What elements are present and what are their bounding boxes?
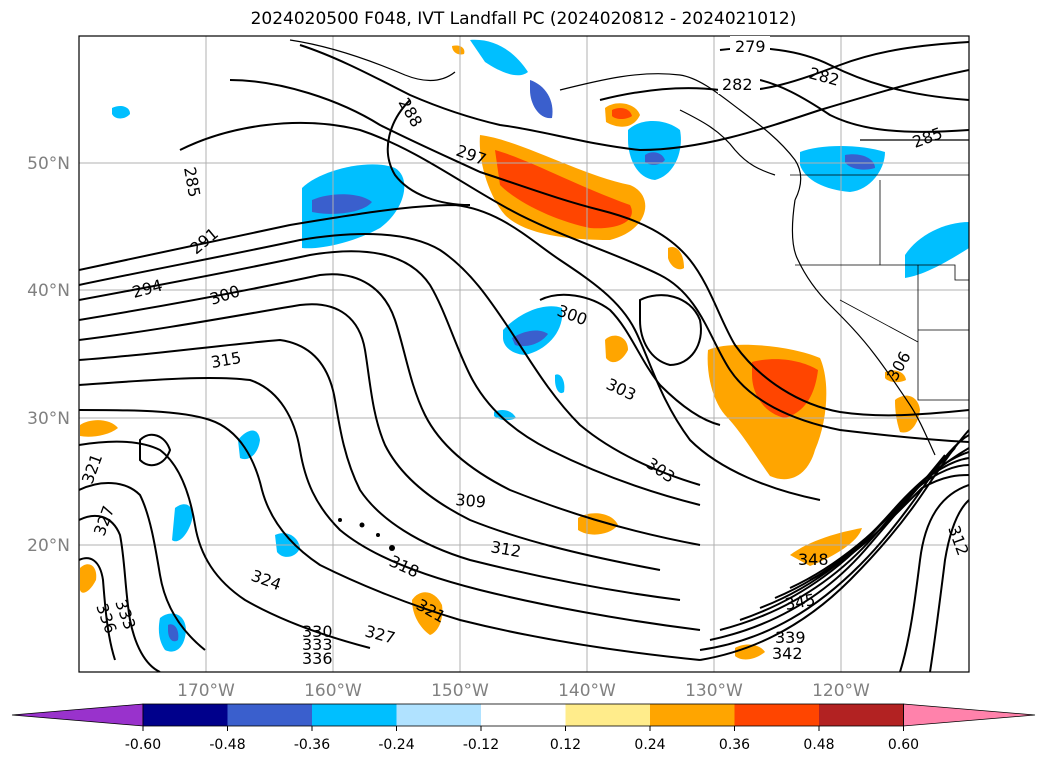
colorbar-tick-label: 0.60 (888, 737, 919, 753)
contour-label: 279 (735, 37, 766, 56)
colorbar-segment (819, 704, 904, 726)
lat-label: 30°N (27, 409, 70, 429)
colorbar-tick-label: 0.48 (803, 737, 834, 753)
lon-label: 170°W (177, 681, 235, 701)
colorbar: -0.60 -0.48 -0.36 -0.24 -0.12 0.12 0.24 0.36 0.4… (11, 703, 1036, 753)
lon-label: 140°W (558, 681, 616, 701)
colorbar-tick-label: -0.48 (209, 737, 245, 753)
contour-label: 339 (775, 628, 806, 647)
contour-label: 336 (302, 649, 333, 668)
colorbar-segment (481, 704, 566, 726)
map-title: 2024020500 F048, IVT Landfall PC (202402… (250, 9, 797, 29)
colorbar-tick-label: -0.12 (463, 737, 499, 753)
lat-label: 50°N (27, 154, 70, 174)
contour-label: 309 (455, 490, 487, 512)
negative-anomaly-shading (112, 39, 969, 652)
colorbar-tick-label: -0.24 (378, 737, 414, 753)
contour-label: 282 (722, 75, 753, 94)
lon-label: 130°W (685, 681, 743, 701)
political-borders (790, 174, 969, 401)
lat-label: 20°N (27, 536, 70, 556)
ivt-contours (79, 41, 969, 672)
colorbar-segment (565, 704, 651, 726)
lon-label: 150°W (431, 681, 489, 701)
lon-label: 120°W (812, 681, 870, 701)
coastlines (289, 39, 969, 456)
colorbar-tick-label: 0.12 (550, 737, 581, 753)
contour-label: 342 (772, 644, 803, 663)
colorbar-segment (227, 704, 313, 726)
latitude-labels: 50°N 40°N 30°N 20°N (27, 154, 70, 556)
colorbar-segment (734, 704, 820, 726)
graticule (79, 36, 969, 672)
colorbar-extend-high (903, 703, 1036, 727)
colorbar-segment (312, 704, 397, 726)
longitude-labels: 170°W 160°W 150°W 140°W 130°W 120°W (177, 681, 870, 701)
colorbar-extend-low (11, 703, 144, 727)
colorbar-tick-label: -0.36 (294, 737, 330, 753)
colorbar-segment (650, 704, 735, 726)
map-frame (78, 35, 970, 673)
contour-label: 330 (302, 622, 333, 641)
colorbar-tick-label: 0.36 (719, 737, 750, 753)
contour-label: 348 (798, 550, 829, 569)
colorbar-tick-label: -0.60 (125, 737, 161, 753)
colorbar-frame (142, 703, 904, 727)
colorbar-tick-label: 0.24 (634, 737, 665, 753)
hawaiian-islands (338, 518, 395, 551)
contour-label: 333 (302, 635, 333, 654)
colorbar-segment (143, 704, 228, 726)
lon-label: 160°W (304, 681, 362, 701)
map-area (79, 36, 969, 672)
colorbar-segment (396, 704, 482, 726)
lat-label: 40°N (27, 281, 70, 301)
